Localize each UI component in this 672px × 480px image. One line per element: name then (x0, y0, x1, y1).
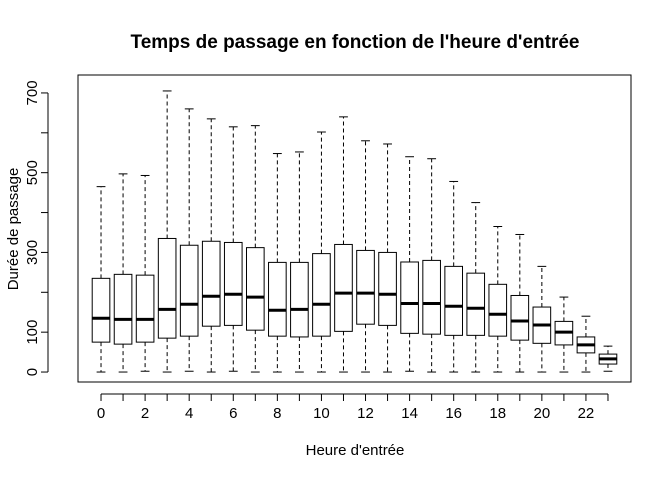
iqr-box (400, 261, 419, 334)
plot-frame (77, 74, 632, 383)
iqr-box (157, 237, 177, 339)
x-axis-label: Heure d'entrée (306, 442, 405, 459)
iqr-box (356, 249, 375, 325)
y-tick-label: 0 (24, 368, 41, 376)
box-hour-3 (157, 90, 177, 373)
x-tick-label: 4 (185, 405, 193, 422)
box-hour-7 (245, 125, 265, 373)
box-hour-22 (576, 315, 596, 373)
iqr-box (113, 273, 133, 345)
box-hour-6 (223, 126, 243, 372)
box-hour-1 (113, 173, 133, 373)
box-hour-20 (532, 265, 552, 373)
x-tick-label: 22 (578, 405, 595, 422)
iqr-box (466, 272, 486, 336)
y-tick-label: 300 (24, 240, 41, 265)
iqr-box (201, 240, 221, 327)
y-axis: 0 100 300 500 700 (24, 80, 49, 376)
x-axis: 0 2 4 6 8 10 12 14 16 18 20 22 (97, 393, 609, 422)
box-hour-17 (466, 202, 486, 373)
iqr-box (312, 253, 331, 337)
iqr-box (268, 261, 287, 337)
x-tick-label: 2 (141, 405, 149, 422)
box-hour-13 (378, 143, 397, 373)
box-hour-10 (312, 131, 331, 373)
box-hour-16 (444, 180, 464, 373)
box-hour-11 (334, 116, 353, 373)
box-hour-14 (400, 156, 419, 372)
box-hour-12 (356, 140, 375, 373)
x-tick-label: 20 (534, 405, 551, 422)
iqr-box (179, 244, 199, 337)
y-tick-label: 100 (24, 320, 41, 345)
iqr-box (378, 251, 397, 326)
iqr-box (223, 241, 243, 326)
iqr-box (91, 277, 111, 343)
iqr-box (510, 294, 530, 341)
x-tick-label: 12 (357, 405, 374, 422)
iqr-box (245, 247, 265, 331)
chart-title: Temps de passage en fonction de l'heure … (131, 32, 580, 53)
x-tick-label: 18 (489, 405, 506, 422)
box-hour-19 (510, 233, 530, 373)
box-hour-2 (135, 174, 155, 372)
box-hour-23 (598, 345, 618, 372)
x-tick-label: 8 (273, 405, 281, 422)
box-hour-9 (290, 151, 309, 373)
iqr-box (488, 283, 508, 337)
iqr-box (290, 261, 309, 338)
box-hour-4 (179, 108, 199, 372)
box-hour-15 (422, 158, 441, 373)
boxplots (91, 90, 618, 373)
box-hour-18 (488, 226, 508, 373)
box-hour-0 (91, 186, 111, 373)
y-axis-label: Durée de passage (5, 168, 22, 291)
box-hour-21 (554, 296, 574, 373)
x-tick-label: 10 (313, 405, 330, 422)
box-hour-5 (201, 118, 221, 373)
box-hour-8 (268, 153, 287, 373)
y-tick-label: 500 (24, 160, 41, 185)
x-tick-label: 16 (445, 405, 462, 422)
x-tick-label: 6 (229, 405, 237, 422)
iqr-box (444, 265, 464, 336)
iqr-box (334, 243, 353, 332)
x-tick-label: 14 (401, 405, 418, 422)
iqr-box (422, 259, 441, 335)
x-tick-label: 0 (97, 405, 105, 422)
y-tick-label: 700 (24, 80, 41, 105)
iqr-box (135, 274, 155, 343)
